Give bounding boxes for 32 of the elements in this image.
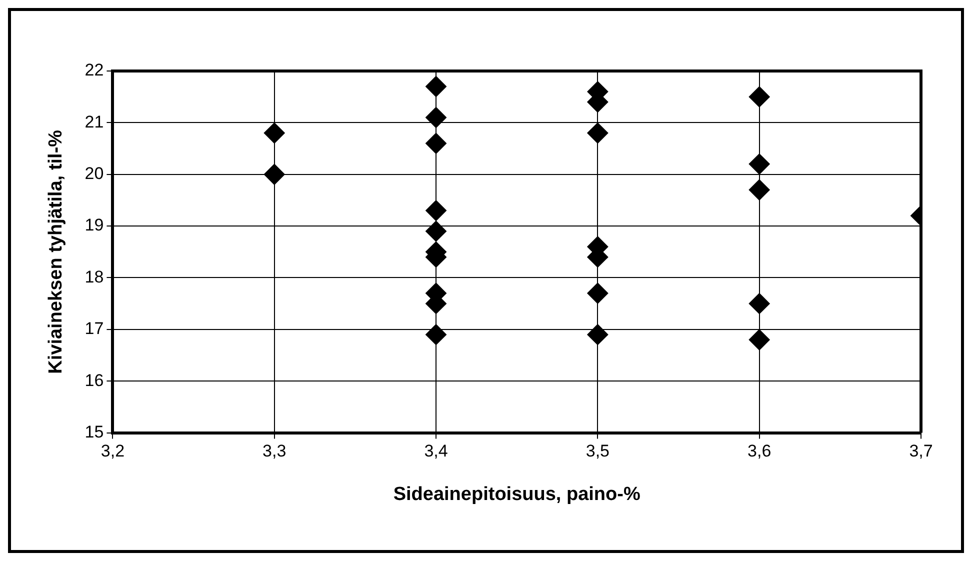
x-tick-label: 3,6 bbox=[748, 442, 772, 461]
point bbox=[587, 122, 608, 144]
x-tick-label: 3,3 bbox=[262, 442, 286, 461]
x-tick-label: 3,2 bbox=[100, 442, 125, 461]
point bbox=[264, 164, 285, 185]
point bbox=[748, 86, 770, 108]
y-tick-label: 15 bbox=[84, 422, 104, 442]
y-tick-label: 18 bbox=[84, 267, 104, 286]
point bbox=[748, 154, 770, 175]
point bbox=[587, 282, 608, 304]
point bbox=[748, 179, 770, 200]
point bbox=[748, 329, 770, 350]
point bbox=[426, 76, 447, 98]
point bbox=[748, 293, 770, 314]
point bbox=[426, 132, 447, 154]
y-tick-label: 16 bbox=[84, 370, 104, 390]
x-tick-label: 3,5 bbox=[586, 442, 610, 461]
point bbox=[426, 220, 447, 242]
point bbox=[426, 324, 447, 346]
x-axis-title: Sideainepitoisuus, paino-% bbox=[393, 484, 640, 505]
point bbox=[587, 324, 608, 346]
y-tick-label: 17 bbox=[84, 319, 104, 338]
point bbox=[426, 107, 447, 128]
x-tick-label: 3,4 bbox=[424, 442, 448, 461]
x-tick-label: 3,7 bbox=[909, 442, 933, 461]
y-axis-title: Kiviaineksen tyhjätila, til-% bbox=[46, 130, 67, 374]
y-tick-label: 20 bbox=[84, 164, 104, 184]
point bbox=[426, 200, 447, 222]
y-tick-label: 22 bbox=[84, 60, 104, 80]
point bbox=[264, 122, 285, 144]
y-tick-label: 19 bbox=[84, 216, 104, 235]
y-tick-label: 21 bbox=[84, 112, 104, 132]
